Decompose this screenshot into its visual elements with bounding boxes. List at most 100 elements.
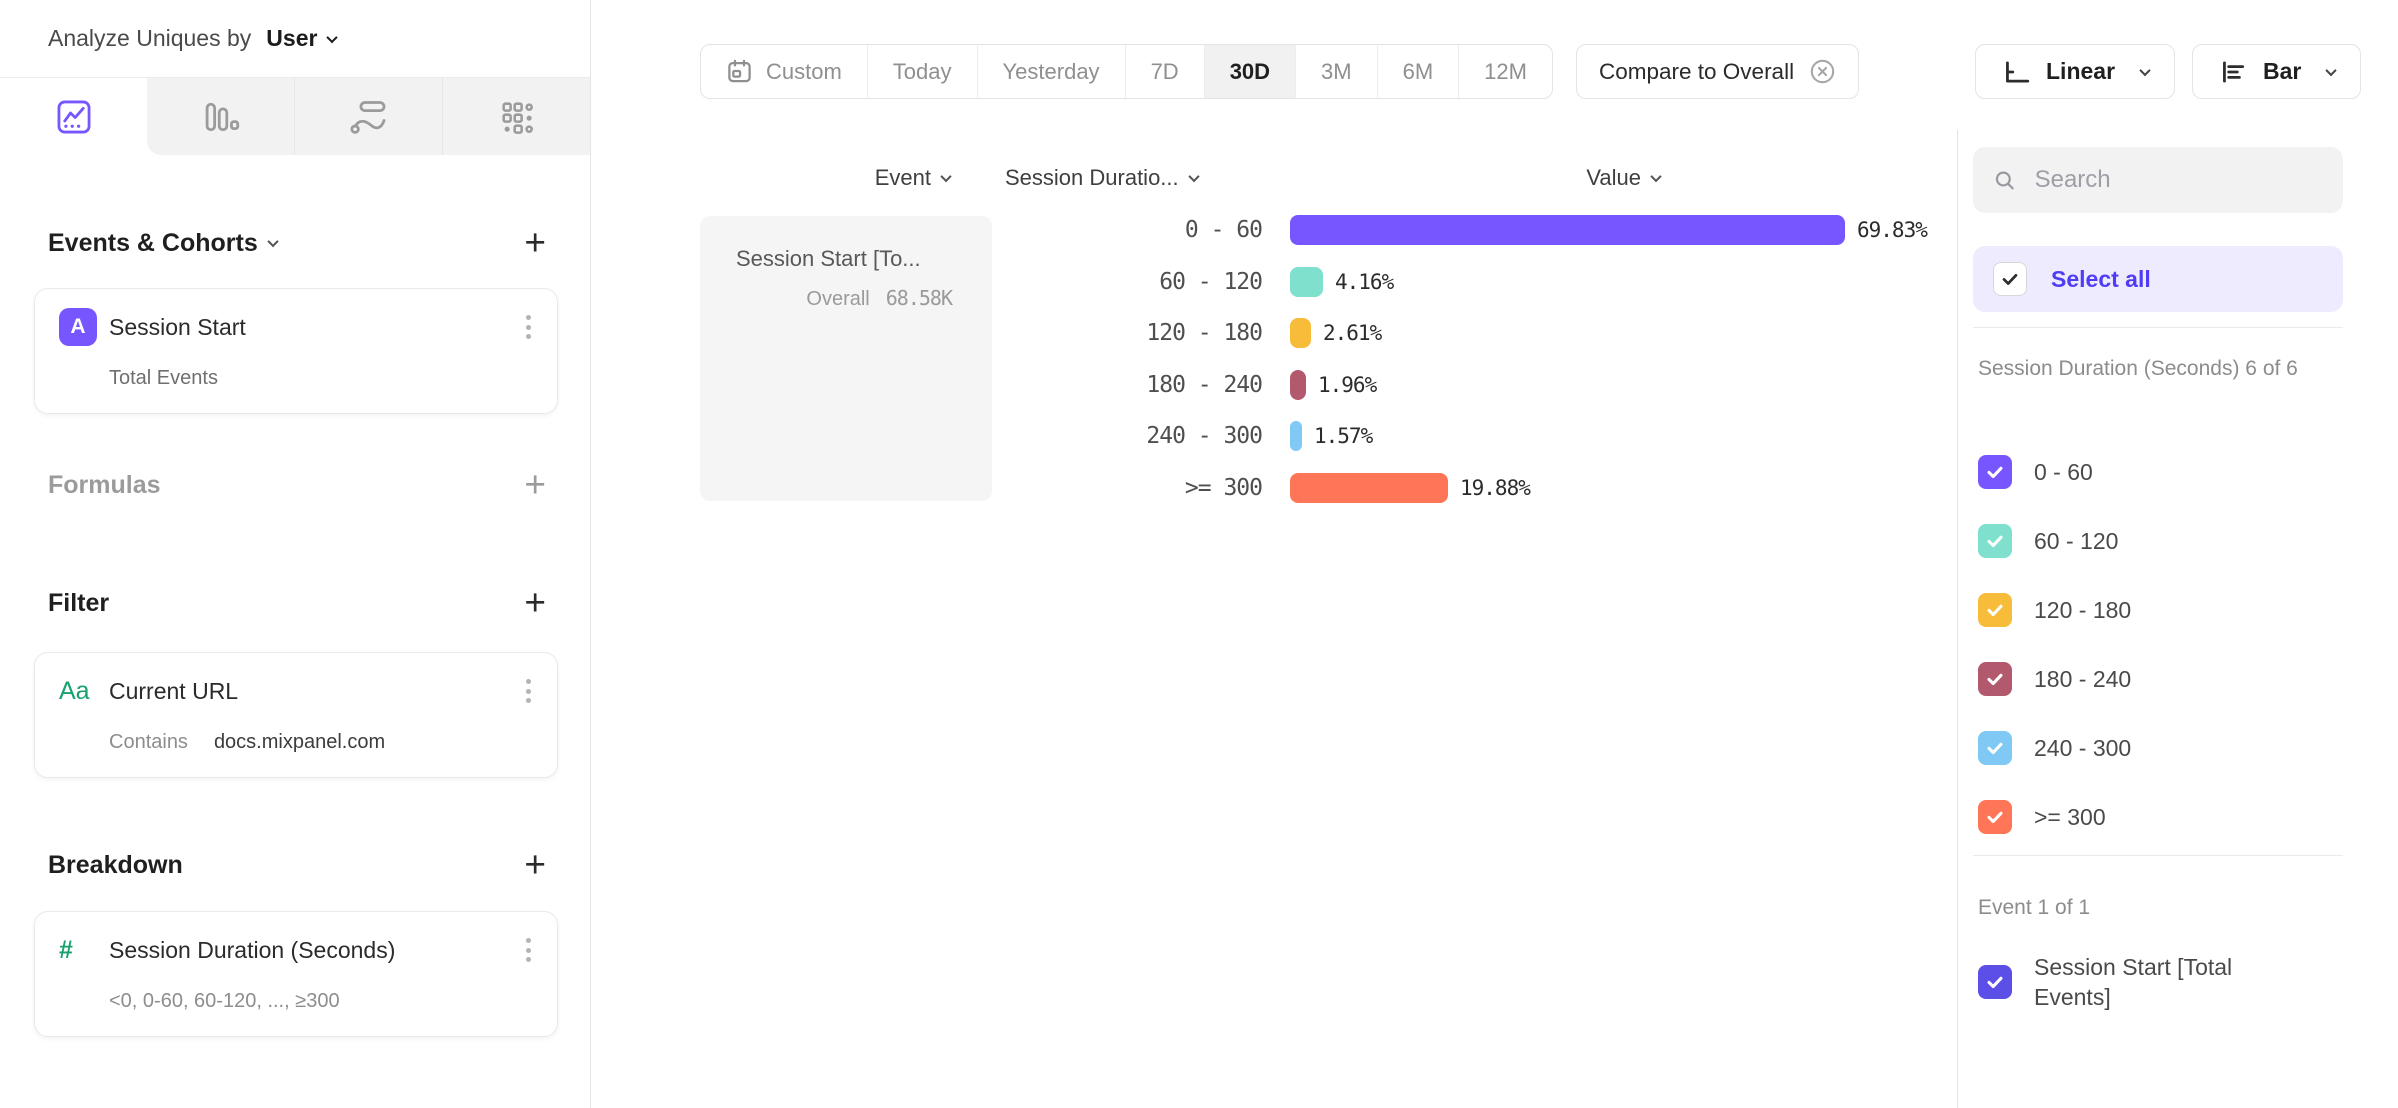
- date-range-label: Today: [892, 58, 952, 84]
- add-event-button[interactable]: +: [524, 222, 546, 263]
- analyze-by-dropdown[interactable]: User: [266, 25, 339, 52]
- legend-search-box[interactable]: [1973, 147, 2343, 213]
- filter-card-current-url[interactable]: Aa Current URL Contains docs.mixpanel.co…: [34, 652, 558, 778]
- tab-line-chart[interactable]: [0, 78, 147, 155]
- legend-item--300[interactable]: >= 300: [1978, 800, 2106, 834]
- chart-bar[interactable]: [1290, 215, 1845, 245]
- date-range-selector: Custom Today Yesterday 7D 30D 3M 6M 12M: [700, 44, 1553, 99]
- add-formula-button[interactable]: +: [524, 464, 546, 505]
- add-filter-button[interactable]: +: [524, 582, 546, 623]
- compare-label: Compare to Overall: [1599, 58, 1795, 84]
- filter-value[interactable]: docs.mixpanel.com: [213, 731, 386, 753]
- event-summary-cell[interactable]: Session Start [To... Overall 68.58K: [700, 216, 992, 501]
- legend-item-60-120[interactable]: 60 - 120: [1978, 524, 2118, 558]
- chart-bar[interactable]: [1290, 369, 1306, 400]
- date-range-custom[interactable]: Custom: [701, 45, 868, 98]
- chart-bar[interactable]: [1290, 472, 1448, 503]
- date-range-3m[interactable]: 3M: [1296, 45, 1378, 98]
- chart-row-label: 180 - 240: [1146, 371, 1263, 398]
- chart-bar[interactable]: [1290, 318, 1311, 348]
- events-cohorts-title[interactable]: Events & Cohorts: [48, 229, 279, 258]
- breakdown-header: Breakdown +: [0, 846, 590, 884]
- date-range-7d[interactable]: 7D: [1126, 45, 1205, 98]
- date-range-label: 3M: [1321, 58, 1352, 84]
- tab-flows[interactable]: [295, 78, 443, 155]
- legend-item-label: 120 - 180: [2034, 596, 2132, 623]
- chevron-down-icon: [940, 170, 952, 183]
- select-all-checkbox[interactable]: [1993, 262, 2027, 296]
- search-input[interactable]: [2034, 166, 2323, 194]
- scale-dropdown[interactable]: Linear: [1975, 44, 2176, 99]
- search-icon: [1995, 171, 2014, 189]
- chart-row: 0 - 60 69.83%: [992, 213, 1928, 247]
- date-range-label: Custom: [766, 58, 842, 84]
- chart-row: 120 - 180 2.61%: [992, 316, 1382, 350]
- compare-to-overall-chip[interactable]: Compare to Overall: [1576, 44, 1860, 99]
- chart-value-label: 1.96%: [1318, 372, 1377, 397]
- number-property-icon: #: [59, 935, 73, 964]
- kebab-menu-icon[interactable]: [522, 932, 535, 968]
- legend-item-label: 0 - 60: [2034, 458, 2093, 485]
- date-range-12m[interactable]: 12M: [1459, 45, 1552, 98]
- legend-item-240-300[interactable]: 240 - 300: [1978, 731, 2131, 765]
- chart-bar[interactable]: [1290, 421, 1302, 451]
- filter-card-title[interactable]: Current URL: [109, 677, 239, 704]
- column-header-value[interactable]: Value: [1480, 162, 1662, 194]
- check-icon: [1987, 811, 2003, 824]
- date-range-today[interactable]: Today: [868, 45, 978, 98]
- tab-bar-chart[interactable]: [147, 78, 295, 155]
- checkbox-checked[interactable]: [1978, 965, 2012, 999]
- overall-value: 68.58K: [885, 286, 953, 310]
- checkbox-checked[interactable]: [1978, 455, 2012, 489]
- checkbox-checked[interactable]: [1978, 662, 2012, 696]
- date-range-30d[interactable]: 30D: [1204, 45, 1297, 98]
- scale-label: Linear: [2046, 58, 2116, 84]
- overall-label: Overall: [806, 288, 870, 310]
- checkbox-checked[interactable]: [1978, 593, 2012, 627]
- bar-chart-icon: [205, 102, 239, 131]
- select-all-row[interactable]: Select all: [1973, 246, 2343, 312]
- formulas-title: Formulas: [48, 470, 161, 499]
- event-card-title[interactable]: Session Start: [109, 313, 246, 340]
- analyze-row: Analyze Uniques by User: [0, 0, 590, 78]
- bar-type-icon: [2223, 61, 2245, 82]
- tab-grid-metrics[interactable]: [443, 78, 590, 155]
- breakdown-card-title[interactable]: Session Duration (Seconds): [109, 936, 396, 963]
- event-card-session-start[interactable]: A Session Start Total Events: [34, 288, 558, 414]
- legend-item-label: Session Start [Total Events]: [2034, 954, 2233, 1010]
- filter-operator[interactable]: Contains: [109, 731, 188, 753]
- breakdown-card-session-duration[interactable]: # Session Duration (Seconds) <0, 0-60, 6…: [34, 911, 558, 1037]
- chevron-down-icon: [1187, 170, 1200, 183]
- formulas-header: Formulas +: [0, 466, 590, 504]
- remove-compare-icon[interactable]: [1809, 58, 1836, 85]
- checkbox-checked[interactable]: [1978, 731, 2012, 765]
- chart-type-dropdown[interactable]: Bar: [2192, 44, 2362, 99]
- date-range-6m[interactable]: 6M: [1378, 45, 1460, 98]
- chart-row-label: 120 - 180: [1146, 320, 1263, 346]
- checkbox-checked[interactable]: [1978, 800, 2012, 834]
- chart-value-label: 69.83%: [1857, 218, 1928, 242]
- column-header-event[interactable]: Event: [760, 162, 952, 194]
- chart-row-label: 240 - 300: [1146, 423, 1263, 449]
- calendar-icon: [728, 59, 751, 83]
- legend-item-event[interactable]: Session Start [Total Events]: [1978, 952, 2274, 1012]
- chart-type-label: Bar: [2263, 58, 2302, 84]
- legend-item-180-240[interactable]: 180 - 240: [1978, 662, 2131, 696]
- grid-metrics-icon: [501, 101, 533, 134]
- add-breakdown-button[interactable]: +: [524, 844, 546, 885]
- divider: [1973, 327, 2343, 328]
- event-card-subtitle[interactable]: Total Events: [109, 367, 218, 389]
- column-header-breakdown[interactable]: Session Duratio...: [1005, 162, 1305, 194]
- chevron-down-icon: [326, 31, 339, 43]
- kebab-menu-icon[interactable]: [522, 673, 535, 709]
- breakdown-buckets[interactable]: <0, 0-60, 60-120, ..., ≥300: [109, 990, 340, 1012]
- legend-item-120-180[interactable]: 120 - 180: [1978, 593, 2131, 627]
- checkbox-checked[interactable]: [1978, 524, 2012, 558]
- flows-icon: [349, 100, 385, 134]
- chart-bar[interactable]: [1290, 266, 1323, 297]
- date-range-yesterday[interactable]: Yesterday: [978, 45, 1126, 98]
- breakdown-group-header: Session Duration (Seconds) 6 of 6: [1978, 357, 2298, 380]
- kebab-menu-icon[interactable]: [522, 309, 535, 345]
- legend-item-0-60[interactable]: 0 - 60: [1978, 455, 2093, 489]
